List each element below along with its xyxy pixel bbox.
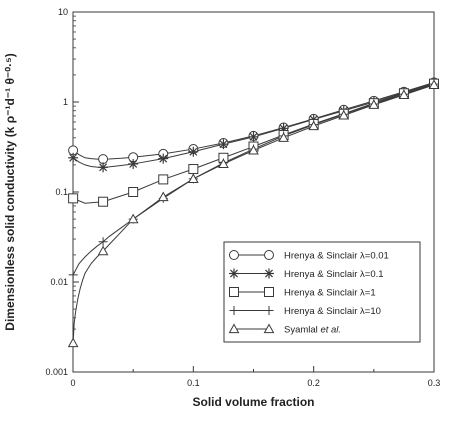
legend-label: Hrenya & Sinclair λ=1: [284, 288, 376, 299]
data-point-triangle: [368, 99, 380, 109]
data-point-triangle: [187, 173, 199, 183]
data-point-triangle: [308, 120, 320, 131]
data-point-triangle: [263, 323, 275, 334]
data-point-square: [128, 187, 139, 197]
x-tick-label: 0.2: [307, 378, 320, 388]
legend-label-value: et al.: [320, 325, 341, 336]
data-point-asterisk: [68, 152, 79, 163]
data-point-asterisk: [248, 131, 259, 142]
data-point-plus: [229, 306, 239, 315]
legend-label-prefix: Syamlal: [284, 325, 320, 336]
data-point-plus: [264, 306, 274, 315]
legend-label-prefix: Hrenya & Sinclair: [284, 269, 360, 280]
data-point-square: [264, 287, 274, 297]
data-point-asterisk: [158, 153, 169, 164]
data-point-triangle: [428, 79, 440, 89]
legend-label-prefix: Hrenya & Sinclair: [284, 306, 360, 317]
data-point-asterisk: [98, 162, 109, 173]
data-point-triangle: [338, 109, 350, 120]
data-point-square: [158, 174, 169, 185]
data-point-circle: [264, 250, 274, 260]
y-axis-title: Dimensionless solid conductivity (k ρ⁻¹d…: [3, 53, 17, 330]
legend-entry: Syamlal et al.: [228, 323, 341, 336]
data-point-square: [98, 196, 109, 207]
legend-label: Hrenya & Sinclair λ=10: [284, 306, 381, 317]
data-point-triangle: [157, 191, 169, 202]
data-point-triangle: [278, 132, 289, 142]
data-point-asterisk: [128, 158, 139, 169]
legend-entry: Hrenya & Sinclair λ=1: [229, 287, 376, 299]
data-point-triangle: [218, 158, 229, 169]
x-axis-ticks: 0 0.1 0.2 0.3: [70, 366, 440, 388]
y-tick-label: 0.001: [45, 367, 68, 377]
data-point-triangle: [228, 323, 240, 334]
data-point-asterisk: [229, 268, 239, 279]
legend-label: Hrenya & Sinclair λ=0.01: [284, 251, 389, 262]
data-point-square: [229, 287, 239, 297]
data-point-asterisk: [264, 268, 274, 279]
legend-entry: Hrenya & Sinclair λ=10: [229, 306, 381, 317]
y-tick-label: 0.1: [55, 187, 68, 197]
y-tick-label: 10: [58, 7, 68, 17]
series-markers: [67, 77, 440, 348]
data-point-circle: [229, 250, 239, 260]
data-point-triangle: [127, 213, 139, 224]
data-point-triangle: [398, 89, 410, 99]
data-point-square: [68, 193, 79, 204]
data-point-asterisk: [218, 139, 229, 150]
y-tick-label: 1: [63, 97, 68, 107]
series-line-3: [72, 83, 435, 204]
x-axis-title: Solid volume fraction: [192, 395, 314, 409]
legend-label-value: λ=0.01: [360, 251, 389, 262]
x-tick-label: 0.3: [428, 378, 441, 388]
x-tick-label: 0.1: [187, 378, 200, 388]
data-point-square: [188, 164, 199, 175]
series-line-5: [72, 84, 435, 344]
data-point-triangle: [248, 144, 259, 155]
data-point-triangle: [97, 245, 109, 256]
legend-label-value: λ=1: [360, 288, 376, 299]
y-tick-label: 0.01: [50, 277, 68, 287]
legend-entry: Hrenya & Sinclair λ=0.01: [229, 250, 389, 262]
legend-label: Syamlal et al.: [284, 325, 341, 336]
data-point-plus: [68, 270, 78, 280]
legend-label-value: λ=10: [360, 306, 381, 317]
data-point-asterisk: [188, 146, 199, 157]
legend-label: Hrenya & Sinclair λ=0.1: [284, 269, 384, 280]
y-axis-ticks: 0.001 0.01 0.1 1 10: [45, 7, 79, 377]
legend-label-prefix: Hrenya & Sinclair: [284, 251, 360, 262]
legend-label-value: λ=0.1: [360, 269, 384, 280]
data-point-circle: [98, 154, 109, 165]
data-point-plus: [98, 237, 108, 247]
legend-label-prefix: Hrenya & Sinclair: [284, 288, 360, 299]
series-markers-5: [67, 79, 440, 348]
legend-entry: Hrenya & Sinclair λ=0.1: [229, 268, 384, 280]
data-point-triangle: [67, 337, 79, 348]
x-tick-label: 0: [70, 378, 75, 388]
